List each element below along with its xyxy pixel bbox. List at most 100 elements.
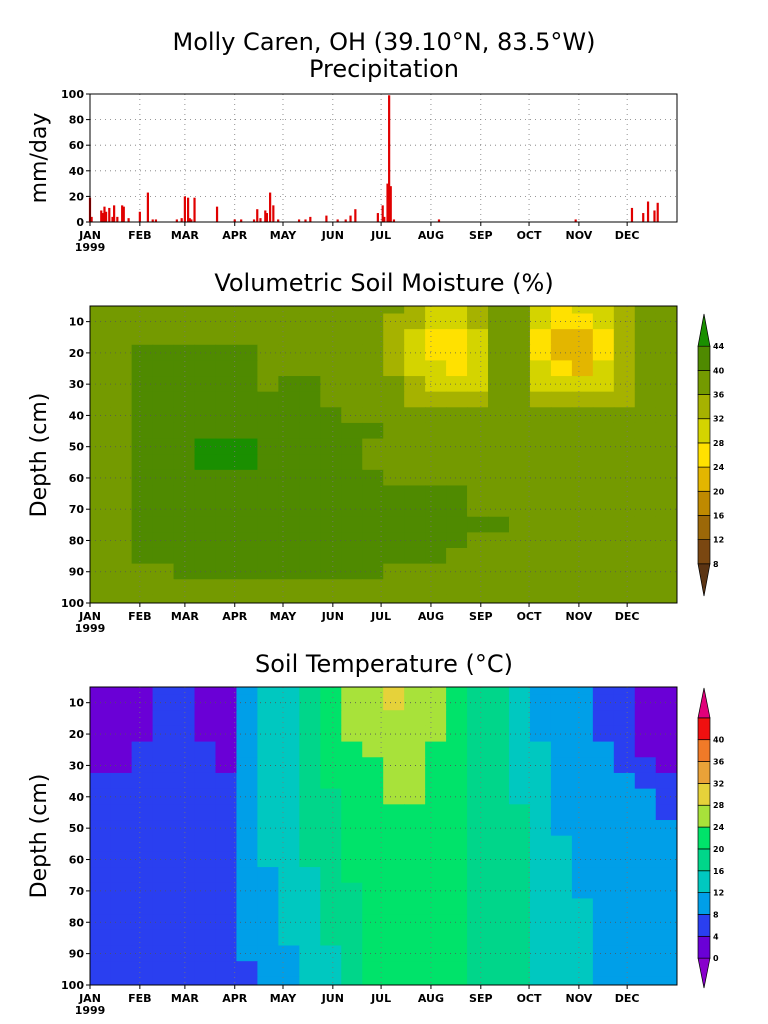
temperature-cell [655, 851, 678, 868]
temperature-cell [278, 976, 300, 986]
temperature-cell [655, 929, 678, 947]
moisture-cell [488, 469, 510, 487]
moisture-cell [131, 501, 154, 518]
temperature-cell [194, 961, 217, 978]
moisture-cell [655, 501, 678, 518]
moisture-colorbar-level-44: 44 [713, 342, 725, 351]
moisture-cell [655, 391, 678, 408]
temperature-cell [299, 898, 321, 915]
temperature-cell [152, 820, 175, 837]
moisture-cell [215, 547, 238, 565]
temperature-colorbar-swatch [697, 848, 711, 872]
precip-tick-jul: JUL [370, 229, 391, 242]
moisture-cell [341, 344, 363, 362]
moisture-cell [508, 563, 531, 580]
temperature-cell [131, 898, 154, 915]
moisture-cell [152, 422, 175, 440]
moisture-cell [634, 305, 657, 315]
moisture-cell [488, 485, 510, 502]
moisture-cell [215, 579, 238, 596]
temperature-cell [571, 710, 594, 727]
moisture-cell [550, 469, 573, 487]
temperature-cell [278, 835, 300, 852]
temperature-cell [152, 835, 175, 852]
temperature-cell [550, 710, 573, 727]
moisture-cell [89, 454, 112, 471]
precip-bar [252, 219, 256, 222]
temperature-cell [194, 929, 217, 947]
temperature-cell [655, 914, 678, 931]
moisture-cell [383, 501, 405, 518]
moisture-cell [152, 344, 175, 362]
temperature-cell [571, 867, 594, 884]
moisture-cell [592, 329, 615, 346]
moisture-cell [278, 344, 300, 362]
moisture-cell [655, 305, 678, 315]
temperature-cell [550, 976, 573, 986]
temperature-cell [634, 835, 657, 852]
moisture-cell [613, 501, 636, 518]
moisture-cell [404, 376, 426, 393]
moisture-cell [425, 305, 447, 315]
temperature-cell [194, 867, 217, 884]
temperature-cell [362, 741, 384, 758]
moisture-cell [613, 547, 636, 565]
moisture-cell [655, 532, 678, 549]
temperature-cell [404, 945, 426, 962]
temperature-cell [571, 898, 594, 915]
temperature-cell [592, 898, 615, 915]
temperature-cell [173, 741, 196, 758]
moisture-cell [383, 594, 405, 604]
precip-bar [127, 218, 130, 222]
temperature-cell [110, 882, 133, 900]
moisture-cell [89, 329, 112, 346]
moisture-colorbar-level-20: 20 [713, 487, 725, 496]
moisture-cell [655, 547, 678, 565]
temperature-cell [131, 851, 154, 868]
moisture-cell [257, 391, 279, 408]
moisture-cell [278, 391, 300, 408]
temperature-cell [215, 694, 238, 711]
temperature-cell [508, 757, 531, 774]
temperature-cell [508, 976, 531, 986]
moisture-cell [529, 422, 552, 440]
temperature-cell [299, 772, 321, 790]
moisture-cell [131, 532, 154, 549]
moisture-cell [488, 438, 510, 455]
temperature-ytick-40: 40 [69, 791, 85, 804]
temperature-cell [215, 835, 238, 852]
precip-bar [381, 205, 384, 222]
temperature-cell [110, 741, 133, 758]
moisture-cell [634, 579, 657, 596]
moisture-cell [592, 391, 615, 408]
moisture-cell [655, 454, 678, 471]
temperature-cell [362, 851, 384, 868]
moisture-cell [236, 594, 259, 604]
precip-bar [146, 192, 149, 222]
temperature-cell [550, 804, 573, 821]
moisture-cell [194, 485, 217, 502]
moisture-cell [341, 313, 363, 330]
temperature-cell [488, 835, 510, 852]
moisture-cell [257, 438, 279, 455]
temperature-cell [655, 710, 678, 727]
moisture-cell [131, 454, 154, 471]
temperature-cell [278, 694, 300, 711]
temperature-cell [320, 851, 342, 868]
moisture-cell [550, 407, 573, 424]
temperature-cell [383, 788, 405, 805]
temperature-cell [362, 898, 384, 915]
moisture-cell [383, 376, 405, 393]
moisture-cell [110, 594, 133, 604]
temperature-cell [529, 835, 552, 852]
moisture-cell [529, 516, 552, 533]
moisture-cell [341, 454, 363, 471]
moisture-cell [467, 516, 489, 533]
precip-bar [183, 196, 186, 222]
temperature-cell [383, 686, 405, 696]
moisture-cell [173, 344, 196, 362]
temperature-cell [257, 741, 279, 758]
moisture-cell [404, 501, 426, 518]
moisture-cell [341, 485, 363, 502]
